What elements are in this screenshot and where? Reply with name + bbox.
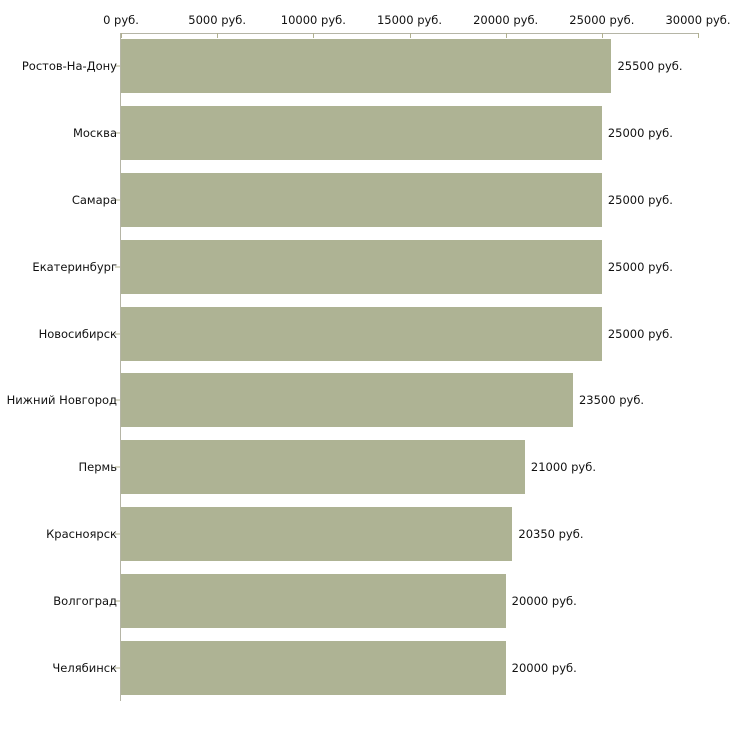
bar-value-label: 23500 руб. <box>578 393 645 408</box>
x-axis-tick <box>601 33 603 38</box>
category-label: Пермь <box>78 460 117 475</box>
bar-value-label: 25000 руб. <box>607 326 673 341</box>
x-axis-tick <box>505 33 507 38</box>
y-axis-tick <box>115 600 120 602</box>
bar[interactable] <box>121 106 602 161</box>
x-axis-tick-label: 25000 руб. <box>569 13 635 27</box>
bar-value-label: 25000 руб. <box>607 259 673 274</box>
y-axis-tick <box>115 65 120 67</box>
category-label: Волгоград <box>53 593 117 608</box>
y-axis-tick <box>115 333 120 335</box>
bar[interactable] <box>121 306 602 361</box>
x-axis-tick-label: 20000 руб. <box>473 13 539 27</box>
x-axis-tick-label: 15000 руб. <box>376 13 443 27</box>
x-axis-tick-label: 5000 руб. <box>188 13 247 27</box>
bar[interactable] <box>121 173 602 227</box>
y-axis-line <box>120 33 121 701</box>
bar-value-label: 25500 руб. <box>617 59 683 74</box>
bar-value-label: 20000 руб. <box>511 593 577 608</box>
bar[interactable] <box>121 640 506 695</box>
category-label: Красноярск <box>46 527 117 541</box>
category-label: Москва <box>72 126 117 141</box>
x-axis-tick <box>121 33 122 38</box>
x-axis-tick <box>313 33 315 38</box>
x-axis-tick-label: 0 руб. <box>103 13 139 27</box>
x-axis-tick <box>409 33 411 38</box>
category-label: Нижний Новгород <box>6 393 117 408</box>
category-label: Челябинск <box>52 660 117 675</box>
y-axis-tick <box>115 466 120 468</box>
bar-value-label: 25000 руб. <box>607 193 673 207</box>
category-label: Новосибирск <box>38 326 117 341</box>
bar[interactable] <box>121 573 506 628</box>
x-axis-tick <box>217 33 219 38</box>
y-axis-tick <box>115 132 120 134</box>
x-axis-tick-label: 30000 руб. <box>665 13 730 27</box>
bar[interactable] <box>121 239 602 294</box>
bar[interactable] <box>121 39 612 94</box>
bar-value-label: 20000 руб. <box>511 660 577 675</box>
category-label: Самара <box>71 193 117 207</box>
x-axis-tick <box>698 33 699 38</box>
y-axis-tick <box>115 533 120 535</box>
bar-value-label: 20350 руб. <box>518 527 584 541</box>
y-axis-tick <box>115 399 120 401</box>
bar[interactable] <box>121 373 573 428</box>
category-label: Ростов-На-Дону <box>21 59 117 74</box>
category-label: Екатеринбург <box>32 259 117 274</box>
bar-value-label: 21000 руб. <box>530 460 596 475</box>
y-axis-tick <box>115 266 120 268</box>
y-axis-tick <box>115 667 120 669</box>
x-axis-tick-label: 10000 руб. <box>280 13 346 27</box>
y-axis-tick <box>115 199 120 201</box>
bar-value-label: 25000 руб. <box>607 126 673 141</box>
bar[interactable] <box>121 507 513 561</box>
bar[interactable] <box>121 440 525 495</box>
